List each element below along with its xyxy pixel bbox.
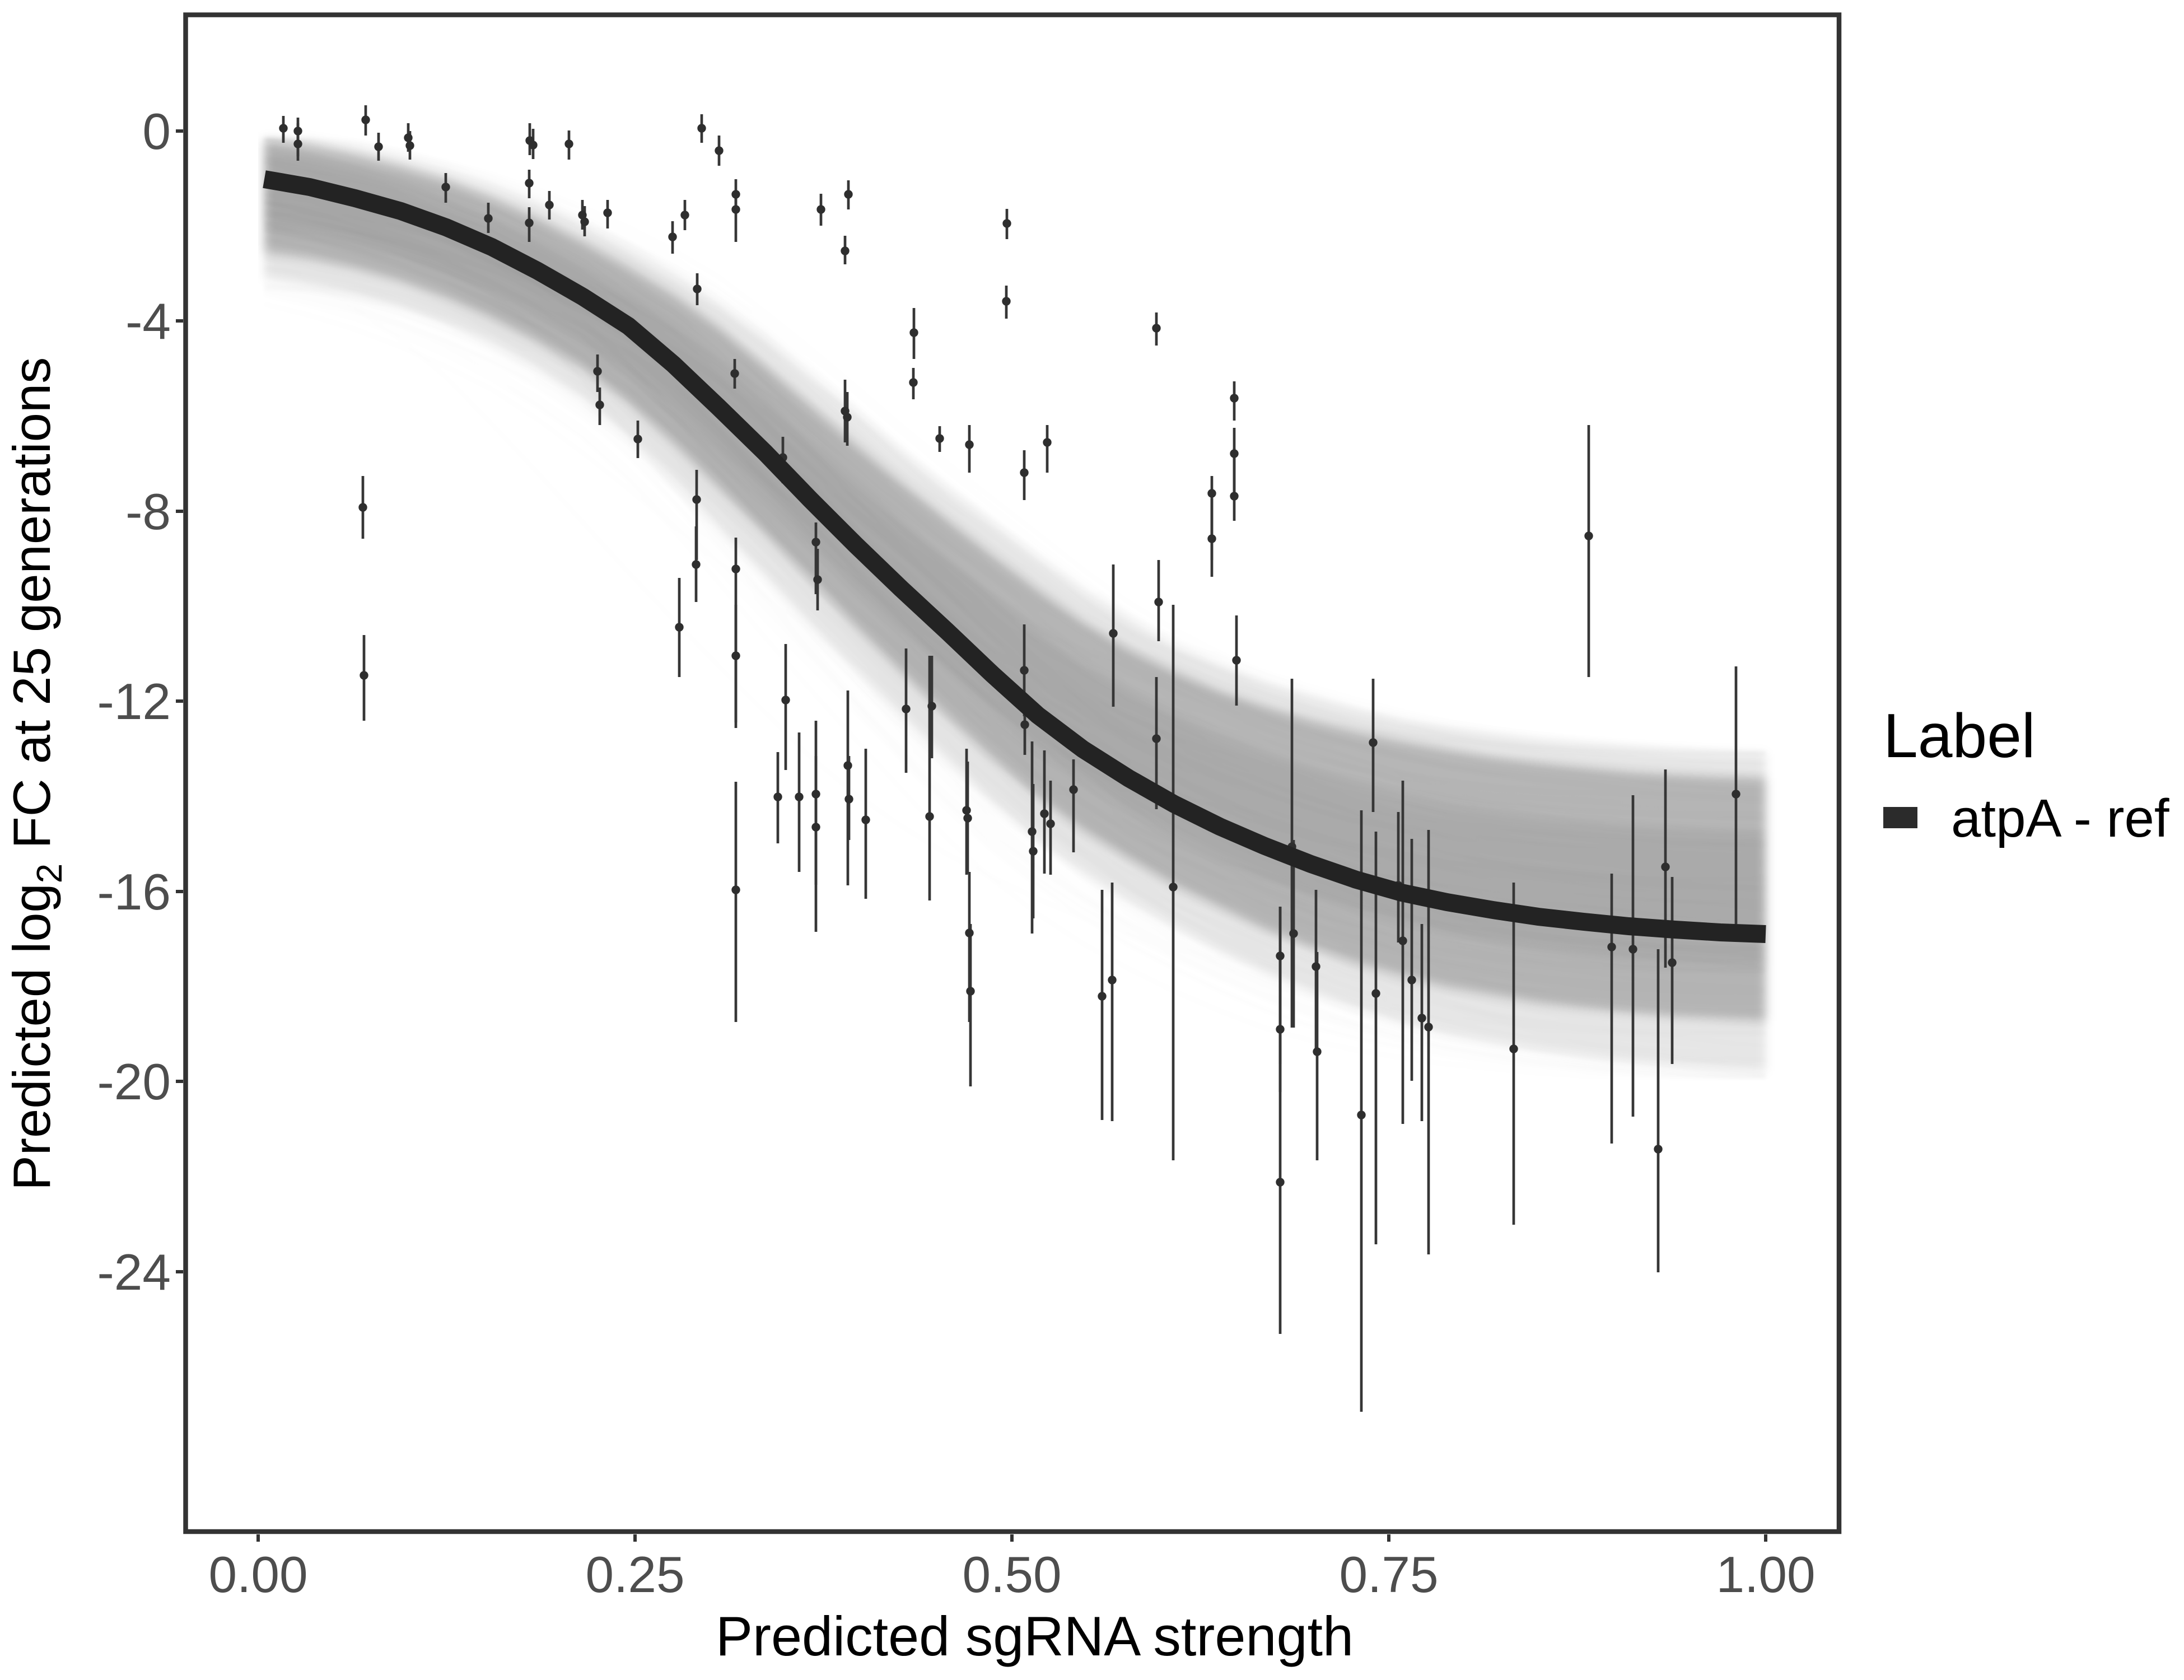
svg-text:0.50: 0.50	[962, 1547, 1061, 1603]
svg-text:-12: -12	[97, 674, 171, 730]
svg-text:0.75: 0.75	[1339, 1547, 1438, 1603]
svg-text:0: 0	[142, 104, 171, 160]
svg-text:-8: -8	[125, 484, 171, 540]
svg-text:-24: -24	[97, 1244, 171, 1301]
svg-text:-4: -4	[125, 293, 171, 350]
svg-text:Predicted sgRNA strength: Predicted sgRNA strength	[716, 1605, 1354, 1667]
svg-text:Predicted log2 FC at 25 genera: Predicted log2 FC at 25 generations	[2, 357, 69, 1191]
svg-text:-16: -16	[97, 864, 171, 921]
svg-text:-20: -20	[97, 1054, 171, 1110]
svg-text:0.25: 0.25	[585, 1547, 684, 1603]
svg-text:atpA - ref: atpA - ref	[1951, 788, 2169, 848]
svg-text:0.00: 0.00	[208, 1547, 307, 1603]
svg-text:Label: Label	[1883, 701, 2036, 771]
svg-text:1.00: 1.00	[1716, 1547, 1815, 1603]
